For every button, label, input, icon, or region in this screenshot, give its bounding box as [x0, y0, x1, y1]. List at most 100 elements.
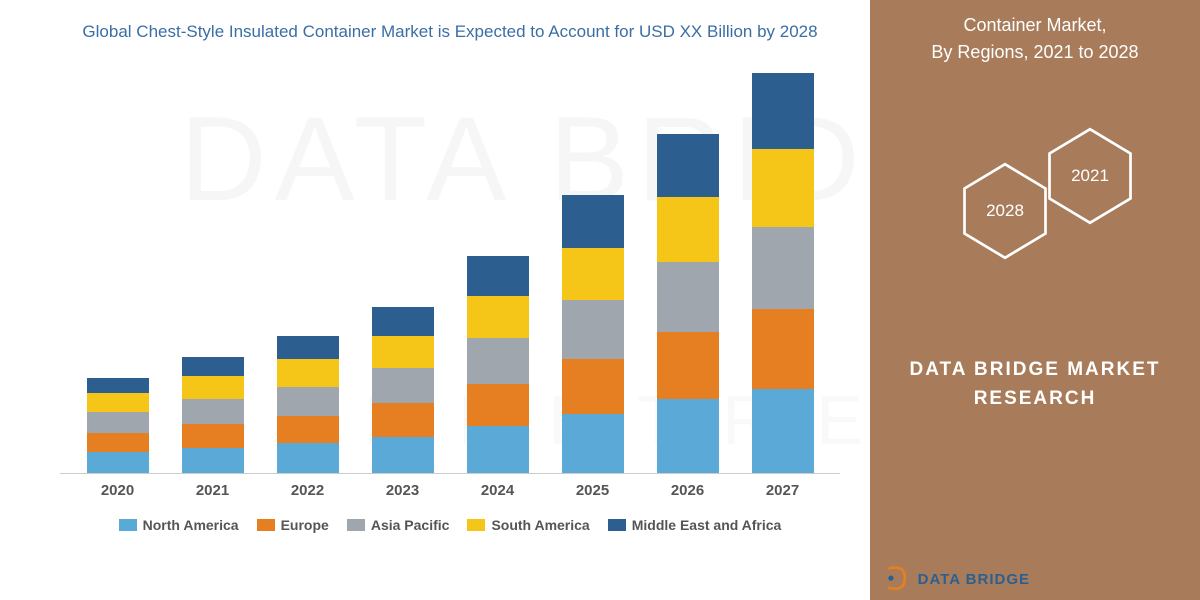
segment-middle-east-and-africa	[182, 357, 244, 376]
side-panel: Container Market, By Regions, 2021 to 20…	[870, 0, 1200, 600]
hexagon-2021-label: 2021	[1071, 166, 1109, 186]
segment-south-america	[372, 336, 434, 368]
side-panel-title: Container Market, By Regions, 2021 to 20…	[890, 12, 1180, 66]
bar-2020	[70, 378, 165, 473]
segment-europe	[752, 309, 814, 389]
segment-asia-pacific	[87, 412, 149, 433]
bar-stack	[372, 307, 434, 473]
x-label-2026: 2026	[640, 482, 735, 499]
segment-middle-east-and-africa	[752, 73, 814, 149]
legend-swatch	[119, 519, 137, 531]
segment-asia-pacific	[182, 399, 244, 424]
bar-2023	[355, 307, 450, 473]
legend-label: Middle East and Africa	[632, 517, 782, 533]
chart-panel: Global Chest-Style Insulated Container M…	[0, 0, 870, 600]
footer-logo: DATA BRIDGE	[884, 566, 1030, 592]
bar-2021	[165, 357, 260, 473]
bar-2024	[450, 256, 545, 473]
segment-north-america	[752, 389, 814, 473]
segment-south-america	[277, 359, 339, 386]
segment-south-america	[657, 197, 719, 262]
segment-middle-east-and-africa	[372, 307, 434, 336]
segment-middle-east-and-africa	[87, 378, 149, 393]
brand-text: DATA BRIDGE MARKET RESEARCH	[890, 356, 1180, 413]
bar-stack	[182, 357, 244, 473]
brand-line2: RESEARCH	[974, 388, 1097, 409]
segment-europe	[277, 416, 339, 443]
segment-asia-pacific	[562, 300, 624, 359]
segment-south-america	[87, 393, 149, 412]
segment-middle-east-and-africa	[562, 195, 624, 248]
legend-swatch	[257, 519, 275, 531]
hexagon-group: 2028 2021	[890, 126, 1180, 286]
chart-title: Global Chest-Style Insulated Container M…	[60, 20, 840, 44]
footer-logo-text: DATA BRIDGE	[918, 571, 1030, 588]
segment-asia-pacific	[277, 387, 339, 416]
bar-2027	[735, 73, 830, 473]
bar-stack	[657, 134, 719, 473]
segment-middle-east-and-africa	[467, 256, 529, 296]
segment-north-america	[182, 448, 244, 473]
segment-asia-pacific	[467, 338, 529, 384]
legend-swatch	[347, 519, 365, 531]
segment-europe	[562, 359, 624, 414]
segment-europe	[467, 384, 529, 426]
bar-2026	[640, 134, 735, 473]
segment-asia-pacific	[657, 262, 719, 331]
segment-north-america	[87, 452, 149, 473]
main-container: Global Chest-Style Insulated Container M…	[0, 0, 1200, 600]
x-label-2020: 2020	[70, 482, 165, 499]
side-title-line2: By Regions, 2021 to 2028	[931, 42, 1138, 62]
hexagon-2021: 2021	[1045, 126, 1135, 226]
x-axis-labels: 20202021202220232024202520262027	[60, 474, 840, 499]
legend-label: Asia Pacific	[371, 517, 450, 533]
bar-stack	[562, 195, 624, 473]
segment-north-america	[277, 443, 339, 472]
legend-item-north-america: North America	[119, 517, 239, 533]
bar-stack	[277, 336, 339, 473]
brand-line1: DATA BRIDGE MARKET	[910, 359, 1161, 380]
hexagon-2028-label: 2028	[986, 201, 1024, 221]
bar-2025	[545, 195, 640, 473]
legend-swatch	[467, 519, 485, 531]
chart-area	[60, 74, 840, 474]
segment-europe	[87, 433, 149, 452]
segment-europe	[657, 332, 719, 399]
legend-swatch	[608, 519, 626, 531]
bar-stack	[87, 378, 149, 473]
segment-north-america	[467, 426, 529, 472]
segment-north-america	[562, 414, 624, 473]
chart-legend: North America Europe Asia Pacific South Ame…	[60, 517, 840, 533]
legend-label: Europe	[281, 517, 329, 533]
x-label-2024: 2024	[450, 482, 545, 499]
segment-asia-pacific	[372, 368, 434, 404]
legend-item-europe: Europe	[257, 517, 329, 533]
bar-stack	[752, 73, 814, 473]
legend-item-middle-east-and-africa: Middle East and Africa	[608, 517, 782, 533]
footer-logo-icon	[884, 566, 910, 592]
segment-middle-east-and-africa	[657, 134, 719, 197]
side-title-line1: Container Market,	[963, 15, 1106, 35]
legend-item-south-america: South America	[467, 517, 589, 533]
legend-label: North America	[143, 517, 239, 533]
x-label-2025: 2025	[545, 482, 640, 499]
x-label-2027: 2027	[735, 482, 830, 499]
x-label-2021: 2021	[165, 482, 260, 499]
segment-europe	[372, 403, 434, 437]
bar-stack	[467, 256, 529, 473]
segment-middle-east-and-africa	[277, 336, 339, 359]
segment-asia-pacific	[752, 227, 814, 309]
legend-item-asia-pacific: Asia Pacific	[347, 517, 450, 533]
segment-north-america	[657, 399, 719, 473]
x-label-2022: 2022	[260, 482, 355, 499]
segment-south-america	[562, 248, 624, 301]
bar-2022	[260, 336, 355, 473]
hexagon-2028: 2028	[960, 161, 1050, 261]
segment-north-america	[372, 437, 434, 473]
legend-label: South America	[491, 517, 589, 533]
segment-south-america	[467, 296, 529, 338]
segment-south-america	[752, 149, 814, 227]
segment-europe	[182, 424, 244, 447]
x-label-2023: 2023	[355, 482, 450, 499]
segment-south-america	[182, 376, 244, 399]
